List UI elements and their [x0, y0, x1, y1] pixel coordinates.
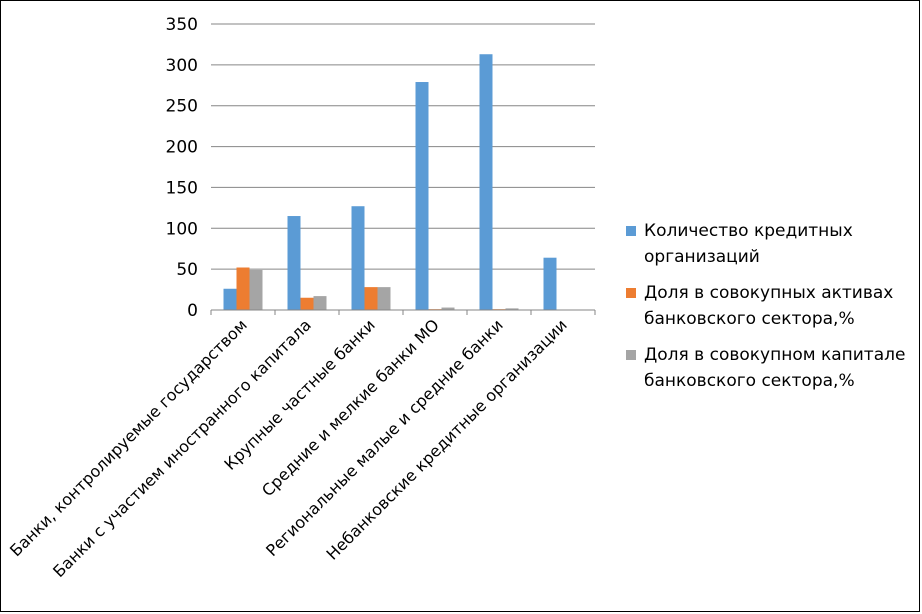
legend-label: Доля в совокупном капитале банковского с… [644, 345, 906, 391]
legend: Количество кредитных организаций Доля в с… [626, 218, 916, 404]
bar [543, 257, 557, 310]
bar [479, 54, 493, 311]
legend-item: Доля в совокупном капитале банковского с… [626, 342, 916, 394]
bar [377, 287, 391, 310]
legend-label: Доля в совокупных активах банковского се… [644, 283, 894, 329]
bar [223, 288, 237, 310]
category-label: Небанковские кредитные организации [323, 315, 571, 563]
bar [300, 297, 314, 310]
y-tick-label: 150 [166, 178, 198, 198]
bar [441, 307, 455, 310]
bar [351, 206, 365, 310]
bar [313, 296, 327, 310]
category-label: Региональные малые и средние банки [262, 315, 507, 560]
bar [415, 82, 429, 310]
y-axis-tick-labels: 0 50 100 150 200 250 300 350 [166, 15, 198, 321]
y-tick-label: 100 [166, 219, 198, 239]
bar [364, 287, 378, 310]
legend-label: Количество кредитных организаций [644, 221, 853, 267]
gridlines [211, 23, 595, 270]
bar [505, 308, 519, 310]
x-axis-ticks [210, 310, 596, 315]
category-label: Банки, контролируемые государством [6, 315, 251, 560]
legend-item: Количество кредитных организаций [626, 218, 916, 270]
y-tick-label: 50 [176, 260, 198, 280]
y-tick-label: 0 [187, 301, 198, 321]
legend-swatch [626, 288, 636, 298]
y-tick-label: 200 [166, 138, 198, 158]
legend-item: Доля в совокупных активах банковского се… [626, 280, 916, 332]
y-tick-label: 350 [166, 15, 198, 35]
legend-swatch [626, 350, 636, 360]
y-tick-label: 300 [166, 56, 198, 76]
bar [236, 267, 250, 310]
bar [249, 269, 263, 310]
legend-swatch [626, 226, 636, 236]
category-labels: Банки, контролируемые государствомБанки … [6, 315, 571, 581]
bars [223, 54, 557, 311]
bar [287, 216, 301, 310]
y-tick-label: 250 [166, 97, 198, 117]
